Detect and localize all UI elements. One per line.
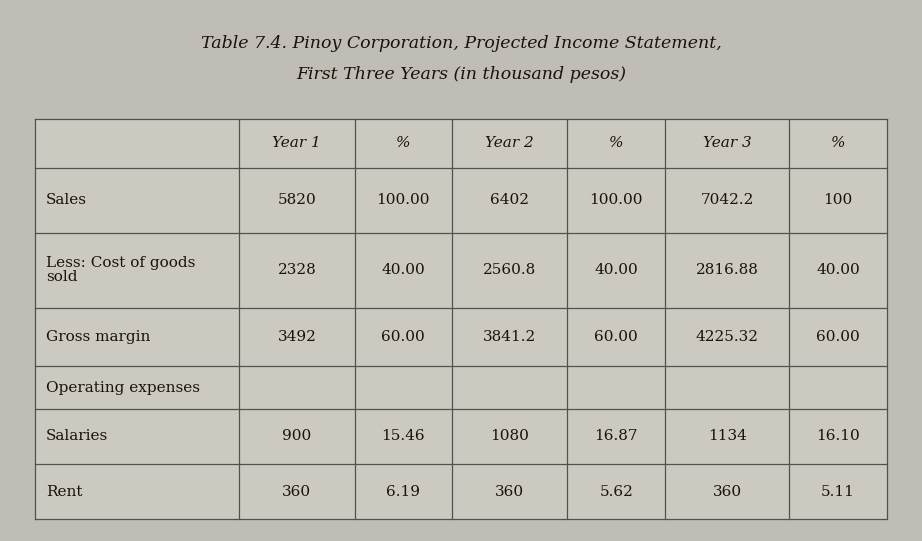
Text: 6.19: 6.19 bbox=[386, 485, 420, 499]
Text: 100: 100 bbox=[823, 193, 853, 207]
Text: 5820: 5820 bbox=[278, 193, 316, 207]
Text: 16.10: 16.10 bbox=[816, 430, 860, 444]
Text: 40.00: 40.00 bbox=[382, 263, 425, 278]
Text: 6402: 6402 bbox=[491, 193, 529, 207]
Text: 4225.32: 4225.32 bbox=[696, 330, 759, 344]
Text: 360: 360 bbox=[495, 485, 525, 499]
Text: 100.00: 100.00 bbox=[589, 193, 643, 207]
Text: 15.46: 15.46 bbox=[382, 430, 425, 444]
Text: 3841.2: 3841.2 bbox=[483, 330, 537, 344]
Text: First Three Years (in thousand pesos): First Three Years (in thousand pesos) bbox=[296, 66, 626, 83]
Text: 40.00: 40.00 bbox=[816, 263, 860, 278]
Text: Less: Cost of goods: Less: Cost of goods bbox=[46, 256, 195, 270]
Text: 5.11: 5.11 bbox=[822, 485, 855, 499]
Text: 60.00: 60.00 bbox=[595, 330, 638, 344]
Text: sold: sold bbox=[46, 270, 77, 285]
Text: Salaries: Salaries bbox=[46, 430, 109, 444]
Text: 360: 360 bbox=[282, 485, 312, 499]
Text: 60.00: 60.00 bbox=[816, 330, 860, 344]
Text: 60.00: 60.00 bbox=[382, 330, 425, 344]
Text: 16.87: 16.87 bbox=[595, 430, 638, 444]
Text: %: % bbox=[396, 136, 410, 150]
Text: Year 2: Year 2 bbox=[486, 136, 534, 150]
Text: 100.00: 100.00 bbox=[376, 193, 430, 207]
Text: 2816.88: 2816.88 bbox=[696, 263, 759, 278]
Text: 2328: 2328 bbox=[278, 263, 316, 278]
Text: Operating expenses: Operating expenses bbox=[46, 380, 200, 394]
Text: 40.00: 40.00 bbox=[595, 263, 638, 278]
Text: 5.62: 5.62 bbox=[599, 485, 633, 499]
Text: Gross margin: Gross margin bbox=[46, 330, 150, 344]
Text: 7042.2: 7042.2 bbox=[701, 193, 754, 207]
Text: Year 1: Year 1 bbox=[273, 136, 321, 150]
Text: Sales: Sales bbox=[46, 193, 87, 207]
Text: %: % bbox=[831, 136, 845, 150]
Text: %: % bbox=[609, 136, 623, 150]
Bar bbox=[35, 119, 887, 519]
Text: 1080: 1080 bbox=[491, 430, 529, 444]
Text: 360: 360 bbox=[713, 485, 742, 499]
Text: 3492: 3492 bbox=[278, 330, 316, 344]
Text: Year 3: Year 3 bbox=[703, 136, 751, 150]
Text: Table 7.4. Pinoy Corporation, Projected Income Statement,: Table 7.4. Pinoy Corporation, Projected … bbox=[201, 35, 721, 52]
Text: 900: 900 bbox=[282, 430, 312, 444]
Text: 2560.8: 2560.8 bbox=[483, 263, 537, 278]
Text: Rent: Rent bbox=[46, 485, 83, 499]
Text: 1134: 1134 bbox=[708, 430, 747, 444]
